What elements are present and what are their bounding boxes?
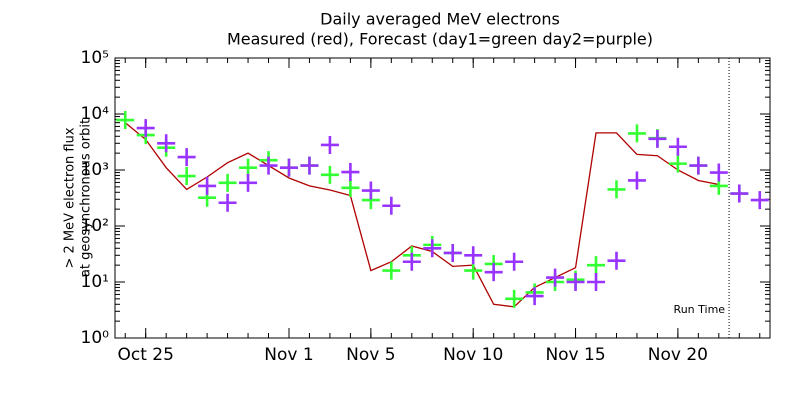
forecast-cross (320, 135, 339, 154)
forecast-cross (750, 191, 769, 210)
forecast-cross (505, 252, 524, 271)
y-axis-label: at geosynchronous orbit (79, 119, 94, 277)
forecast-cross (382, 196, 401, 215)
forecast-cross (382, 261, 401, 280)
forecast-cross (668, 137, 687, 156)
forecast-cross (279, 158, 298, 177)
x-tick-label: Nov 15 (545, 345, 605, 365)
x-tick-label: Nov 10 (443, 345, 503, 365)
chart-subtitle: Measured (red), Forecast (day1=green day… (227, 30, 653, 49)
forecast-cross (464, 261, 483, 280)
forecast-cross (341, 163, 360, 182)
y-axis-label: > 2 MeV electron flux (63, 127, 78, 268)
forecast-cross (587, 273, 606, 291)
forecast-cross (402, 252, 421, 271)
y-tick-label: 10⁵ (81, 48, 109, 68)
forecast-cross (730, 184, 749, 203)
forecast-cross (464, 246, 483, 265)
forecast-cross (136, 119, 155, 138)
forecast-cross (341, 178, 360, 197)
forecast-cross (218, 193, 237, 212)
forecast-cross (627, 171, 646, 190)
forecast-cross (587, 256, 606, 275)
forecast-cross (546, 268, 565, 287)
forecast-cross (198, 176, 217, 195)
forecast-cross (607, 251, 626, 270)
chart-title: Daily averaged MeV electrons (320, 10, 560, 29)
forecast-cross (668, 154, 687, 173)
forecast-cross (423, 239, 442, 258)
y-tick-label: 10⁴ (81, 104, 110, 124)
forecast-cross (177, 148, 196, 167)
x-tick-label: Oct 25 (117, 345, 173, 365)
forecast-cross (689, 156, 708, 175)
forecast-cross (709, 163, 728, 182)
forecast-cross (300, 156, 319, 175)
forecast-cross (239, 158, 258, 177)
y-tick-label: 10⁰ (81, 328, 110, 348)
forecast-cross (484, 263, 503, 282)
forecast-cross (361, 181, 380, 200)
run-time-label: Run Time (674, 303, 726, 316)
x-tick-label: Nov 1 (264, 345, 313, 365)
forecast-cross (259, 156, 278, 175)
forecast-cross (607, 180, 626, 199)
forecast-cross (157, 134, 176, 153)
x-tick-label: Nov 20 (648, 345, 708, 365)
forecast-cross (239, 173, 258, 192)
forecast-cross (320, 165, 339, 184)
y-tick-label: 10² (81, 216, 109, 236)
forecast-cross (627, 124, 646, 143)
plot-frame (114, 57, 771, 339)
forecast-cross (218, 173, 237, 192)
x-tick-label: Nov 5 (346, 345, 395, 365)
forecast-cross (443, 243, 462, 262)
forecast-cross (505, 289, 524, 308)
forecast-cross (566, 273, 585, 291)
y-tick-label: 10¹ (81, 272, 109, 292)
y-tick-label: 10³ (81, 160, 109, 180)
forecast-cross (116, 111, 135, 130)
forecast-cross (177, 167, 196, 186)
measured-line (124, 122, 719, 308)
forecast-cross (648, 129, 667, 148)
forecast-cross (525, 287, 544, 306)
